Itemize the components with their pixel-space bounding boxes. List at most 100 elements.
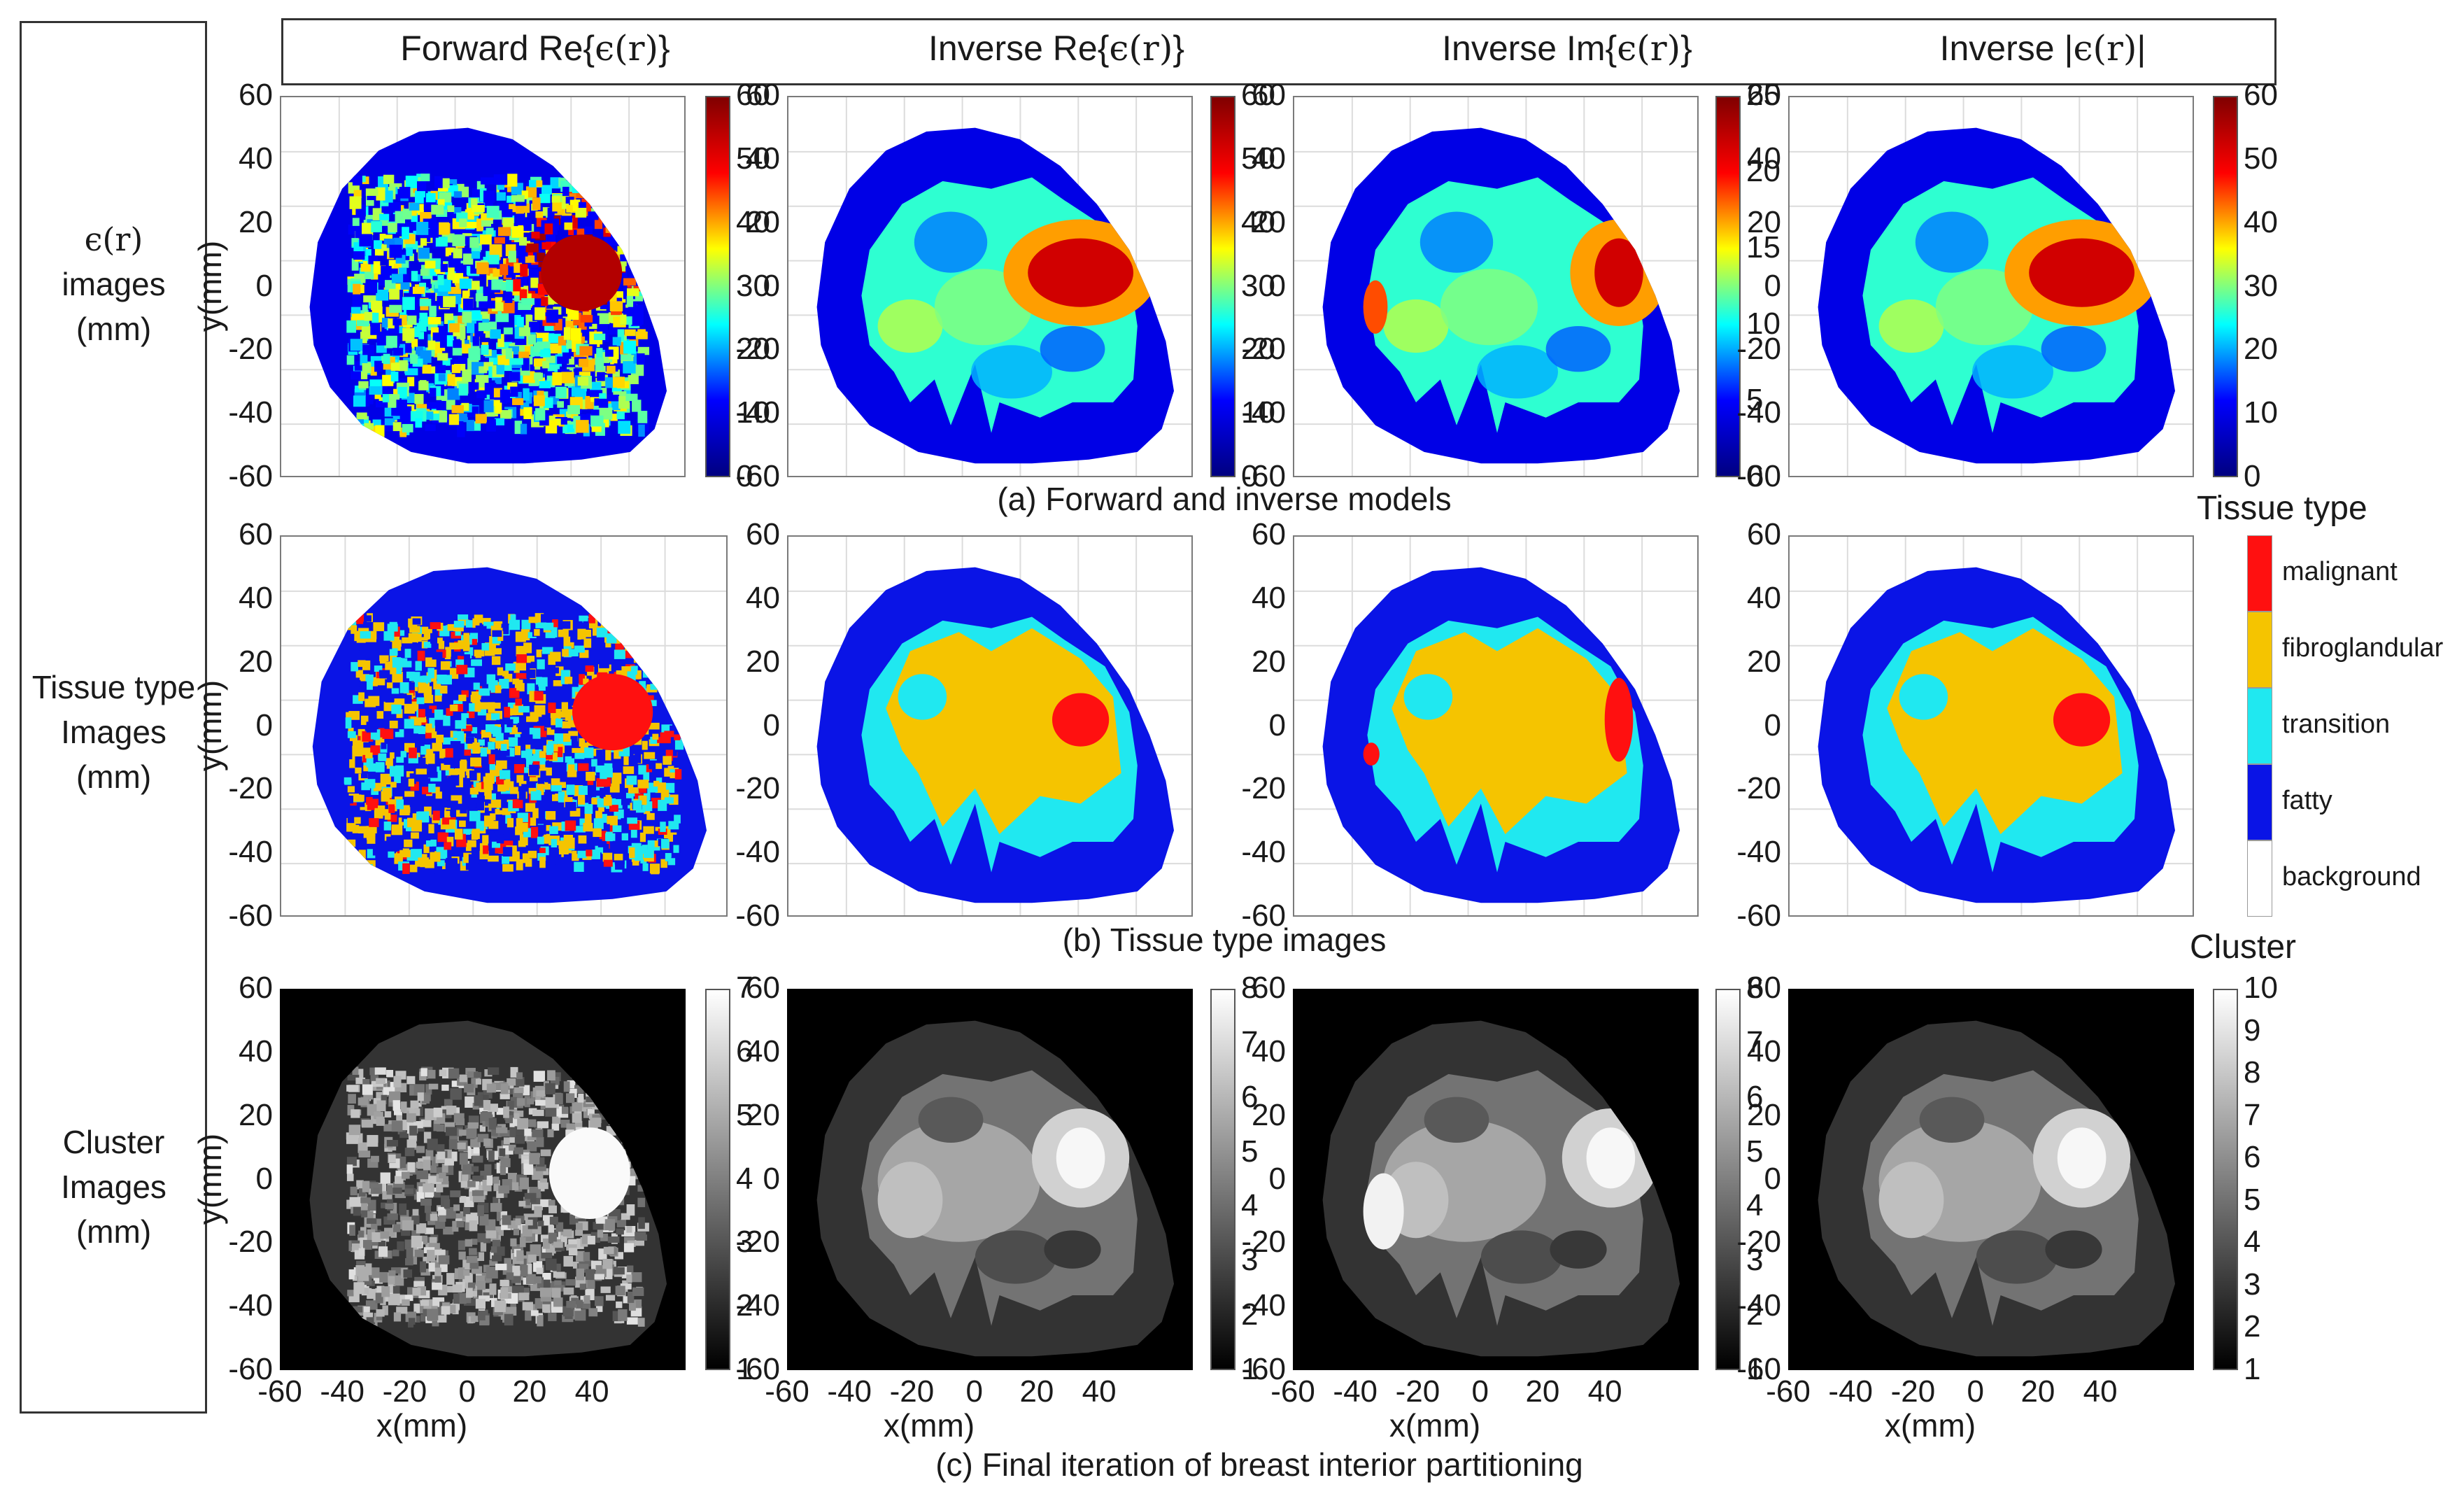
cluster-pixel [412, 1208, 419, 1216]
tissue-pixel [384, 809, 391, 820]
cluster-pixel [441, 1084, 449, 1091]
tissue-pixel [577, 376, 589, 386]
tissue-pixel [564, 218, 573, 230]
tissue-pixel [525, 243, 539, 253]
tissue-pixel [501, 300, 515, 313]
tissue-pixel [636, 209, 643, 223]
tissue-pixel [444, 842, 452, 850]
tissue-pixel [427, 763, 437, 773]
tissue-pixel [404, 719, 414, 729]
tissue-pixel [579, 738, 586, 747]
tissue-pixel [509, 372, 521, 381]
tissue-pixel [509, 204, 517, 213]
tissue-image [1294, 537, 1697, 915]
tissue-pixel [455, 777, 463, 788]
tissue-pixel [383, 174, 395, 185]
tissue-pixel [472, 188, 479, 201]
cluster-pixel [555, 1093, 563, 1105]
x-tick-label: 0 [1967, 1374, 1984, 1409]
cluster-pixel [509, 1127, 516, 1138]
cluster-pixel [406, 1247, 413, 1259]
tissue-pixel [392, 347, 404, 356]
tissue-pixel [635, 246, 649, 258]
cluster-bright-region [1056, 1127, 1105, 1189]
cluster-pixel [623, 1243, 635, 1253]
tissue-pixel [429, 305, 437, 317]
tissue-pixel [632, 400, 642, 412]
tissue-pixel [417, 650, 425, 661]
cluster-pixel [383, 1250, 392, 1259]
tissue-pixel [629, 847, 635, 859]
tissue-pixel [469, 237, 479, 248]
cluster-pixel [401, 1228, 411, 1236]
tissue-pixel [491, 279, 503, 290]
tissue-pixel [566, 411, 574, 418]
tissue-pixel [479, 702, 490, 710]
cluster-plot-1 [280, 989, 686, 1370]
tissue-pixel [466, 797, 477, 808]
tissue-pixel [426, 771, 438, 778]
cluster-pixel [346, 1132, 358, 1140]
cluster-pixel [478, 1295, 490, 1302]
tissue-pixel [618, 258, 627, 267]
tissue-pixel [546, 752, 553, 760]
tissue-pixel [515, 698, 523, 706]
colorbar-tick-label: 0 [2244, 459, 2261, 493]
cluster-pixel [378, 1246, 388, 1257]
tissue-pixel [511, 821, 520, 828]
tissue-pixel [643, 789, 651, 801]
cluster-pixel [500, 1083, 509, 1094]
tissue-pixel [344, 779, 352, 785]
tissue-pixel [352, 749, 361, 757]
tissue-pixel [389, 648, 398, 656]
cluster-pixel [560, 1120, 570, 1128]
cluster-pixel [416, 1162, 426, 1169]
cluster-pixel [456, 1220, 465, 1227]
cluster-pixel [360, 1197, 371, 1204]
tissue-pixel [521, 358, 530, 371]
tissue-pixel [615, 642, 624, 651]
cluster-pixel [504, 1313, 514, 1326]
cluster-pixel [471, 1239, 478, 1245]
tissue-pixel [422, 365, 432, 374]
tissue-pixel [462, 311, 472, 323]
tissue-pixel [550, 651, 561, 662]
cluster-pixel [479, 1214, 489, 1226]
tissue-pixel [420, 757, 428, 766]
tissue-pixel [548, 333, 561, 344]
tissue-pixel [399, 315, 407, 325]
cluster-pixel [516, 1077, 525, 1087]
tissue-pixel [630, 216, 637, 230]
tissue-pixel [529, 775, 539, 782]
tissue-pixel [611, 773, 622, 784]
cluster-pixel [472, 1190, 484, 1197]
tissue-pixel [593, 626, 600, 634]
row-label-2: Tissue type Images (mm) [21, 665, 206, 799]
tissue-pixel [505, 663, 516, 671]
tissue-pixel [563, 636, 571, 648]
tissue-pixel [516, 316, 524, 327]
cluster-pixel [503, 1137, 510, 1145]
cluster-pixel [615, 1285, 625, 1296]
cluster-pixel [411, 1215, 420, 1225]
cluster-pixel [635, 1232, 646, 1240]
tissue-pixel [591, 655, 602, 662]
tissue-plot-2 [787, 535, 1193, 917]
tissue-pixel [563, 739, 572, 746]
row-label-1: ϵ(r) images (mm) [21, 217, 206, 351]
tissue-pixel [619, 224, 626, 235]
tissue-pixel [411, 832, 419, 839]
y-tick-label: 60 [1747, 517, 1781, 551]
tissue-pixel [355, 613, 364, 622]
tissue-pixel [397, 386, 407, 399]
tissue-pixel [674, 712, 682, 722]
cluster-pixel [538, 1182, 548, 1190]
tissue-pixel [481, 730, 492, 739]
tissue-pixel [446, 836, 454, 847]
cluster-pixel [512, 1265, 521, 1276]
cluster-pixel [439, 1263, 448, 1272]
tissue-pixel [434, 695, 442, 702]
tissue-pixel [621, 833, 628, 840]
fibroglandular-region [1887, 628, 2123, 835]
cluster-pixel [507, 1078, 516, 1086]
